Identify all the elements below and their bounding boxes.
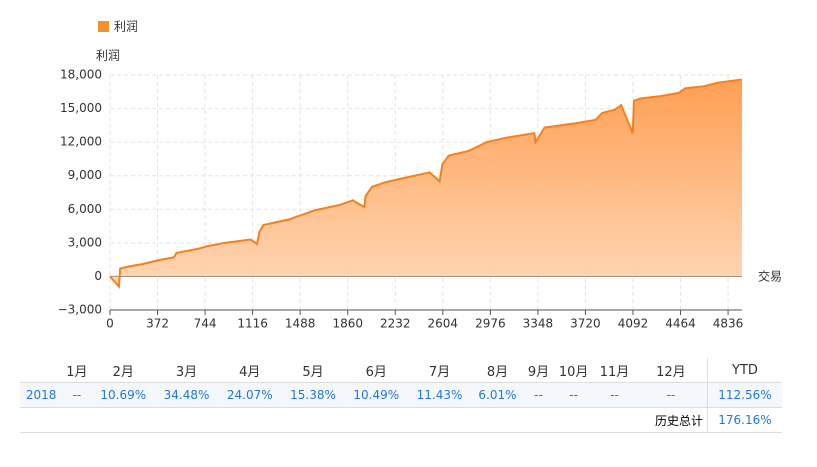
x-tick-label: 0 xyxy=(106,317,114,331)
table-cell xyxy=(20,407,63,433)
table-cell xyxy=(62,407,92,433)
x-tick-label: 4836 xyxy=(713,317,744,331)
x-tick-label: 1488 xyxy=(285,317,316,331)
table-cell: 历史总计 xyxy=(634,407,708,433)
table-cell xyxy=(218,407,282,433)
legend-label[interactable]: 利润 xyxy=(114,20,138,34)
table-cell: 7月 xyxy=(407,358,472,383)
table-cell: 5月 xyxy=(281,358,345,383)
y-tick-label: 0 xyxy=(94,269,102,283)
legend-swatch xyxy=(98,21,109,32)
table-row: 历史总计 176.16% xyxy=(20,407,782,433)
x-tick-label: 372 xyxy=(146,317,169,331)
table-cell xyxy=(407,407,472,433)
x-tick-label: 3348 xyxy=(523,317,554,331)
y-tick-label: −3,000 xyxy=(58,303,102,317)
x-tick-label: 1116 xyxy=(237,317,268,331)
table-cell: -- xyxy=(62,382,92,408)
x-axis-title: 交易 xyxy=(758,269,782,284)
table-cell: -- xyxy=(634,382,708,408)
table-cell: 2月 xyxy=(91,358,155,383)
table-row: 2018 -- 10.69% 34.48% 24.07% 15.38% 10.49% 11.4… xyxy=(20,382,782,408)
table-cell xyxy=(154,407,219,433)
table-cell: 1月 xyxy=(62,358,92,383)
monthly-table: 1月 2月 3月 4月 5月 6月 7月 8月 9月 10月 11月 12月 YTD 2018 -- 10.6… xyxy=(20,358,782,433)
x-tick-label: 2976 xyxy=(475,317,506,331)
y-axis-title: 利润 xyxy=(96,49,120,63)
table-cell: 11.43% xyxy=(407,382,472,408)
y-tick-label: 15,000 xyxy=(60,101,102,115)
table-cell: 9月 xyxy=(523,358,554,383)
table-cell: YTD xyxy=(706,358,782,383)
x-tick-label: 1860 xyxy=(332,317,363,331)
table-cell: 10.49% xyxy=(344,382,408,408)
table-cell: 6月 xyxy=(344,358,408,383)
y-tick-label: 6,000 xyxy=(68,202,102,216)
x-tick-label: 2232 xyxy=(380,317,411,331)
y-tick-label: 12,000 xyxy=(60,135,102,149)
table-cell: -- xyxy=(523,382,554,408)
table-cell xyxy=(594,407,635,433)
table-cell: 24.07% xyxy=(218,382,282,408)
table-cell: 12月 xyxy=(634,358,708,383)
table-cell xyxy=(281,407,345,433)
table-cell: 8月 xyxy=(471,358,524,383)
table-cell: 11月 xyxy=(594,358,635,383)
table-cell xyxy=(523,407,554,433)
x-tick-label: 4464 xyxy=(665,317,696,331)
table-cell xyxy=(471,407,524,433)
table-cell: 2018 xyxy=(20,382,63,408)
table-cell: -- xyxy=(553,382,595,408)
x-tick-label: 3720 xyxy=(570,317,601,331)
table-cell: 176.16% xyxy=(706,407,782,433)
table-cell: 15.38% xyxy=(281,382,345,408)
y-tick-label: 9,000 xyxy=(68,168,102,182)
x-tick-label: 2604 xyxy=(428,317,459,331)
table-cell xyxy=(20,358,63,383)
table-cell: 3月 xyxy=(154,358,219,383)
chart: 利润 利润 交易 −3,000 0 3,000 6,000 9,000 12,000 15,… xyxy=(58,20,782,331)
table-cell: 10.69% xyxy=(91,382,155,408)
table-cell xyxy=(553,407,595,433)
line xyxy=(109,78,743,289)
x-tick-label: 4092 xyxy=(618,317,649,331)
table-cell: -- xyxy=(594,382,635,408)
table-cell: 4月 xyxy=(218,358,282,383)
table-cell xyxy=(91,407,155,433)
table-cell xyxy=(344,407,408,433)
table-cell: 112.56% xyxy=(706,382,782,408)
area xyxy=(110,79,742,287)
table-cell: 6.01% xyxy=(471,382,524,408)
table-cell: 10月 xyxy=(553,358,595,383)
table-cell: 34.48% xyxy=(154,382,219,408)
table-row: 1月 2月 3月 4月 5月 6月 7月 8月 9月 10月 11月 12月 YTD xyxy=(20,358,782,383)
x-tick-label: 744 xyxy=(194,317,217,331)
y-tick-label: 3,000 xyxy=(68,235,102,249)
y-tick-label: 18,000 xyxy=(60,68,102,82)
